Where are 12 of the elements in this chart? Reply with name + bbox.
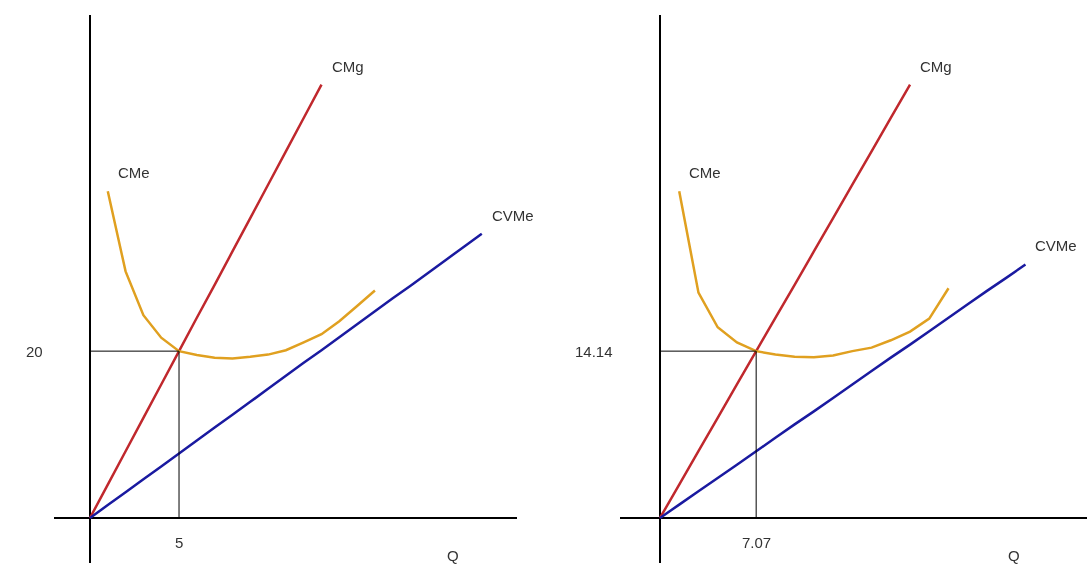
- series-label: CMe: [118, 164, 150, 181]
- x-axis-title: Q: [1008, 547, 1020, 564]
- x-axis-title: Q: [447, 547, 459, 564]
- series-label: CMg: [332, 58, 364, 75]
- text: 5: [175, 534, 184, 551]
- series-label: CMg: [920, 58, 952, 75]
- text: 7.07: [742, 534, 772, 551]
- series-label: CVMe: [1035, 237, 1077, 254]
- series-label: CMe: [689, 164, 721, 181]
- text: 14.14: [575, 343, 613, 360]
- text: 20: [26, 343, 43, 360]
- series-label: CVMe: [492, 207, 534, 224]
